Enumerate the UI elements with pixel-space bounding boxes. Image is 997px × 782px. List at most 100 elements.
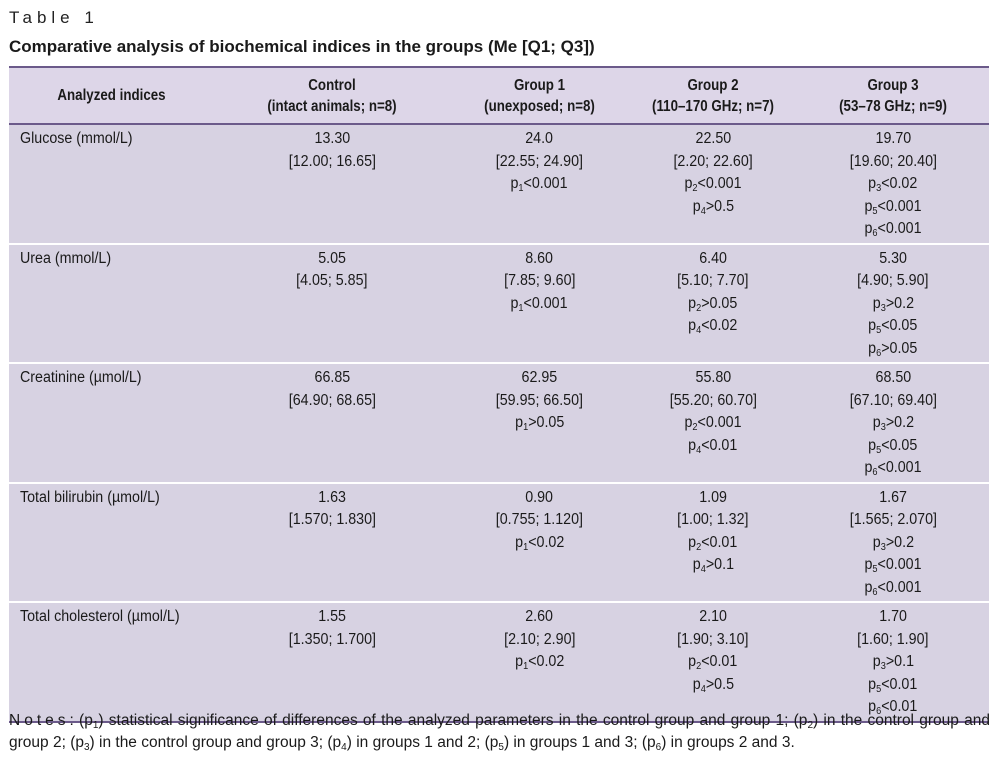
row-label-cell: Glucose (mmol/L) [9, 124, 214, 245]
median-value: 66.85 [314, 369, 350, 386]
p-value: p4<0.01 [688, 436, 738, 456]
median-value: 5.30 [879, 249, 907, 267]
quartile-range: [12.00; 16.65] [288, 152, 376, 170]
quartile-range: [19.60; 20.40] [849, 152, 937, 170]
p-value: p2<0.001 [684, 414, 742, 433]
quartile-range: [1.90; 3.10] [677, 630, 749, 648]
p-value: p1<0.001 [510, 294, 569, 314]
median-value: 1.55 [318, 608, 346, 625]
p-value: p6<0.001 [864, 578, 922, 598]
median-value: 2.60 [525, 608, 554, 625]
p-value: p5<0.001 [864, 197, 922, 217]
quartile-range: [2.20; 22.60] [673, 152, 753, 170]
cell-control: 1.63 [1.570; 1.830] [214, 482, 450, 603]
header-group-2: Group 2 (110–170 GHz; n=7) [640, 66, 786, 125]
cell-group-2: 22.50 [2.20; 22.60] p2<0.001 p4>0.5 [629, 124, 797, 245]
p-value: p5<0.05 [868, 317, 918, 336]
cell-group-1: 62.95 [59.95; 66.50] p1>0.05 [450, 363, 629, 484]
p-value: p6<0.001 [864, 459, 922, 478]
cell-group-1: 2.60 [2.10; 2.90] p1<0.02 [450, 602, 629, 723]
median-value: 1.09 [699, 488, 727, 506]
quartile-range: [55.20; 60.70] [669, 391, 757, 409]
cell-control: 13.30 [12.00; 16.65] [214, 124, 450, 245]
p-value: p3>0.1 [872, 653, 914, 672]
median-value: 13.30 [314, 130, 350, 147]
p-value: p2<0.01 [688, 653, 738, 672]
median-value: 68.50 [875, 369, 911, 386]
header-group-2-subtitle: (110–170 GHz; n=7) [652, 97, 774, 115]
p-value: p3<0.02 [868, 175, 918, 194]
quartile-range: [1.565; 2.070] [849, 511, 937, 528]
p-value: p1>0.05 [514, 414, 565, 433]
p-value: p2<0.01 [688, 533, 738, 553]
median-value: 24.0 [525, 130, 554, 147]
row-label: Total cholesterol (µmol/L) [20, 608, 180, 625]
row-label-cell: Creatinine (µmol/L) [9, 363, 214, 484]
quartile-range: [1.00; 1.32] [677, 511, 749, 528]
p-value: p3>0.2 [872, 294, 914, 314]
cell-group-3: 19.70 [19.60; 20.40] p3<0.02 p5<0.001 p6<0.0… [797, 124, 989, 245]
table-row: Creatinine (µmol/L) 66.85 [64.90; 68.65] 62… [9, 363, 989, 484]
p-value: p4>0.5 [692, 675, 734, 695]
row-label-cell: Total bilirubin (µmol/L) [9, 482, 214, 603]
p-value: p2>0.05 [688, 294, 738, 314]
quartile-range: [67.10; 69.40] [849, 391, 937, 409]
header-control-title: Control [308, 76, 356, 94]
median-value: 8.60 [525, 249, 554, 267]
median-value: 6.40 [699, 249, 727, 267]
cell-group-3: 1.67 [1.565; 2.070] p3>0.2 p5<0.001 p6<0.001 [797, 482, 989, 603]
p-value: p2<0.001 [684, 175, 742, 194]
cell-group-2: 6.40 [5.10; 7.70] p2>0.05 p4<0.02 [629, 243, 797, 364]
median-value: 1.70 [879, 608, 907, 625]
cell-group-1: 24.0 [22.55; 24.90] p1<0.001 [450, 124, 629, 245]
row-label: Glucose (mmol/L) [20, 130, 133, 147]
cell-group-1: 0.90 [0.755; 1.120] p1<0.02 [450, 482, 629, 603]
row-label: Urea (mmol/L) [20, 249, 112, 267]
cell-control: 1.55 [1.350; 1.700] [214, 602, 450, 723]
p-value: p6<0.001 [864, 220, 922, 239]
p-value: p4>0.1 [692, 556, 734, 575]
quartile-range: [5.10; 7.70] [677, 272, 749, 289]
quartile-range: [22.55; 24.90] [495, 152, 584, 170]
header-group-1-subtitle: (unexposed; n=8) [484, 97, 595, 115]
note-part: (p4) in groups 1 and 2; [327, 734, 485, 753]
table-body: Glucose (mmol/L) 13.30 [12.00; 16.65] 24.0 [… [9, 124, 989, 723]
note-part: (p2) in the control group and group 2; [9, 712, 990, 751]
median-value: 5.05 [318, 249, 346, 267]
cell-group-3: 5.30 [4.90; 5.90] p3>0.2 p5<0.05 p6>0.05 [797, 243, 989, 364]
quartile-range: [64.90; 68.65] [288, 391, 376, 409]
table-row: Glucose (mmol/L) 13.30 [12.00; 16.65] 24.0 [… [9, 124, 989, 245]
p-value: p1<0.001 [510, 175, 569, 194]
table-title: Comparative analysis of biochemical indi… [9, 37, 595, 56]
p-value: p5<0.05 [868, 436, 918, 456]
cell-control: 5.05 [4.05; 5.85] [214, 243, 450, 364]
quartile-range: [1.350; 1.700] [288, 630, 376, 648]
median-value: 0.90 [525, 488, 554, 506]
median-value: 19.70 [875, 130, 911, 147]
p-value: p5<0.01 [868, 675, 918, 695]
p-value: p3>0.2 [872, 533, 914, 553]
cell-group-2: 55.80 [55.20; 60.70] p2<0.001 p4<0.01 [629, 363, 797, 484]
p-value: p4<0.02 [688, 317, 738, 336]
cell-group-3: 68.50 [67.10; 69.40] p3>0.2 p5<0.05 p6<0.001 [797, 363, 989, 484]
note-part: : (p1) statistical significance of diffe… [69, 712, 794, 731]
median-value: 1.63 [318, 488, 346, 506]
p-value: p1<0.02 [514, 533, 565, 553]
header-group-3: Group 3 (53–78 GHz; n=9) [810, 66, 976, 125]
cell-control: 66.85 [64.90; 68.65] [214, 363, 450, 484]
note-part: (p6) in groups 2 and 3. [641, 734, 795, 753]
note-part: (p5) in groups 1 and 3; [484, 734, 642, 753]
quartile-range: [4.05; 5.85] [296, 272, 368, 289]
row-label: Creatinine (µmol/L) [20, 369, 142, 386]
header-group-1: Group 1 (unexposed; n=8) [462, 66, 617, 125]
median-value: 2.10 [699, 608, 727, 625]
note-part: (p3) in the control group and group 3; [70, 734, 328, 753]
notes-label: Notes [9, 712, 70, 729]
quartile-range: [0.755; 1.120] [495, 511, 584, 528]
cell-group-2: 2.10 [1.90; 3.10] p2<0.01 p4>0.5 [629, 602, 797, 723]
p-value: p4>0.5 [692, 197, 734, 217]
p-value: p6<0.01 [868, 698, 918, 717]
row-label-cell: Total cholesterol (µmol/L) [9, 602, 214, 723]
table-row: Total bilirubin (µmol/L) 1.63 [1.570; 1.83… [9, 482, 989, 603]
